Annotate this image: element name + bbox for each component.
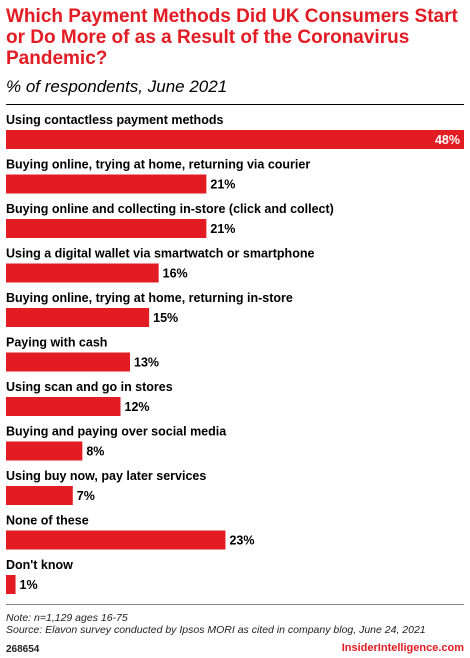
bar bbox=[6, 441, 83, 461]
value-label: 21% bbox=[210, 222, 235, 236]
bar bbox=[6, 397, 121, 416]
bar bbox=[6, 486, 73, 505]
category-label: Buying online, trying at home, returning… bbox=[6, 291, 293, 305]
value-label: 23% bbox=[229, 534, 254, 548]
bar bbox=[6, 352, 131, 372]
category-label: Buying online and collecting in-store (c… bbox=[6, 202, 334, 216]
value-label: 8% bbox=[86, 445, 104, 459]
header-divider bbox=[6, 104, 464, 105]
category-label: Don't know bbox=[6, 558, 73, 572]
category-label: None of these bbox=[6, 514, 89, 528]
value-label: 48% bbox=[435, 133, 460, 147]
value-label: 21% bbox=[210, 178, 235, 192]
bar bbox=[6, 130, 464, 149]
chart-subtitle: % of respondents, June 2021 bbox=[6, 77, 228, 96]
chart-id: 268654 bbox=[6, 644, 40, 655]
value-label: 1% bbox=[20, 578, 38, 592]
value-label: 12% bbox=[125, 400, 150, 414]
bar bbox=[6, 575, 16, 594]
bar bbox=[6, 308, 150, 327]
chart-note: Note: n=1,129 ages 16-75 bbox=[6, 612, 128, 624]
bar bbox=[6, 174, 207, 194]
category-label: Paying with cash bbox=[6, 336, 107, 350]
bar bbox=[6, 219, 207, 238]
category-label: Using scan and go in stores bbox=[6, 380, 173, 394]
bar-chart: Using contactless payment methods 48% Buyi… bbox=[6, 113, 464, 594]
category-label: Using contactless payment methods bbox=[6, 113, 223, 127]
chart-source: Source: Elavon survey conducted by Ipsos… bbox=[6, 624, 426, 636]
value-label: 15% bbox=[153, 311, 178, 325]
category-label: Buying and paying over social media bbox=[6, 425, 227, 439]
value-label: 7% bbox=[77, 489, 95, 503]
footer-divider bbox=[6, 604, 464, 605]
value-label: 16% bbox=[163, 267, 188, 281]
category-label: Using buy now, pay later services bbox=[6, 469, 206, 483]
category-label: Buying online, trying at home, returning… bbox=[6, 158, 310, 172]
bar bbox=[6, 263, 159, 283]
value-label: 13% bbox=[134, 356, 159, 370]
category-label: Using a digital wallet via smartwatch or… bbox=[6, 247, 314, 261]
bar bbox=[6, 530, 226, 550]
chart-title: Which Payment Methods Did UK Consumers S… bbox=[6, 6, 458, 69]
brand-logo: InsiderIntelligence.com bbox=[341, 642, 464, 654]
